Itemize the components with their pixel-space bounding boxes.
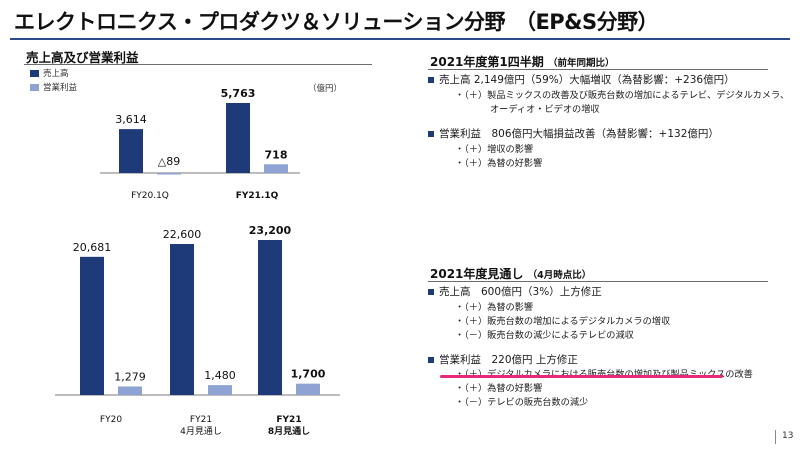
q1-title-note: （前年同期比）	[547, 58, 615, 69]
bar-sales-1	[226, 103, 250, 173]
fy-divider	[428, 281, 768, 282]
q1-title-text: 2021年度第1四半期	[430, 55, 544, 69]
fy-sales-sub-2: ・（＋）販売台数の増加によるデジタルカメラの増収	[455, 316, 671, 327]
fy-op-sub-2: ・（＋）為替の好影響	[455, 383, 543, 394]
category-label-1-line1: 4月見通し	[180, 426, 222, 437]
fy-sales-sub-1: ・（＋）為替の影響	[455, 302, 534, 313]
page-title: エレクトロニクス・プロダクツ＆ソリューション分野 （EP&S分野）	[14, 10, 659, 34]
label-op-1: 1,480	[204, 369, 236, 382]
q1-op-sub-1: ・（＋）増収の影響	[455, 144, 534, 155]
bullet-square	[428, 130, 434, 137]
chart-annual: 20,6811,279FY2022,6001,480FY214月見通し23,20…	[55, 224, 340, 437]
fy-title: 2021年度見通し （4月時点比）	[430, 265, 591, 282]
q1-op-sub-2: ・（＋）為替の好影響	[455, 158, 543, 169]
category-label-1: FY21.1Q	[236, 191, 279, 201]
q1-sales-sub-2: オーディオ・ビデオの増収	[490, 104, 600, 115]
legend-item-op: 営業利益	[30, 81, 77, 93]
title-divider	[10, 38, 790, 40]
fy-op-sub-3: ・（－）テレビの販売台数の減少	[455, 397, 589, 408]
chart-section-title: 売上高及び営業利益	[26, 50, 139, 65]
bar-sales-1	[170, 244, 194, 395]
bar-op-1	[264, 164, 288, 173]
fy-op-bullet: 営業利益 220億円 上方修正	[428, 352, 578, 367]
chart-section-divider	[24, 64, 372, 65]
q1-divider	[428, 69, 768, 70]
label-op-1: 718	[265, 148, 288, 161]
bar-op-0	[157, 173, 181, 175]
bar-op-0	[118, 386, 142, 395]
label-sales-0: 20,681	[73, 241, 112, 254]
bar-sales-2	[258, 240, 282, 395]
legend-swatch-sales	[30, 69, 39, 77]
fy-title-note: （4月時点比）	[527, 270, 592, 281]
bar-op-1	[208, 385, 232, 395]
bar-charts: 3,614 △89 FY20.1Q 5,763 718 FY21.1Q 20,681 1,2…	[55, 87, 340, 437]
bullet-square	[428, 356, 434, 363]
q1-sales-sub-1: ・（＋）製品ミックスの改善及び販売台数の増加によるテレビ、デジタルカメラ、	[455, 90, 790, 101]
label-sales-1: 22,600	[163, 228, 202, 241]
fy-sales-bullet: 売上高 600億円（3%）上方修正	[428, 284, 602, 299]
bar-op-2	[296, 383, 320, 395]
legend-item-sales: 売上高	[30, 67, 77, 79]
bullet-square	[428, 288, 434, 295]
q1-op-bullet: 営業利益 806億円大幅損益改善（為替影響：+132億円）	[428, 126, 719, 141]
legend-label-op: 営業利益	[43, 83, 78, 93]
q1-sales-text: 売上高 2,149億円（59%）大幅増収（為替影響：+236億円）	[439, 74, 735, 86]
label-op-0: 1,279	[114, 370, 146, 383]
legend: 売上高 営業利益	[30, 67, 77, 93]
category-label-0: FY20.1Q	[131, 191, 169, 201]
fy-title-text: 2021年度見通し	[430, 267, 524, 281]
page-number-divider	[775, 430, 776, 444]
q1-sales-bullet: 売上高 2,149億円（59%）大幅増収（為替影響：+236億円）	[428, 72, 735, 87]
category-label-2: FY21	[276, 415, 301, 425]
fy-sales-text: 売上高 600億円（3%）上方修正	[439, 286, 602, 298]
label-sales-0: 3,614	[115, 113, 147, 126]
bar-sales-0	[80, 256, 104, 395]
category-label-1: FY21	[190, 415, 212, 425]
highlight-underline	[440, 375, 723, 378]
category-label-2-line1: 8月見通し	[268, 425, 310, 437]
fy-sales-sub-3: ・（－）販売台数の減少によるテレビの減収	[455, 330, 634, 341]
label-sales-2: 23,200	[249, 224, 292, 237]
fy-op-sub-1: ・（＋）デジタルカメラにおける販売台数の増加及び製品ミックスの改善	[455, 366, 753, 380]
fy-op-text: 営業利益 220億円 上方修正	[439, 354, 578, 366]
q1-title: 2021年度第1四半期 （前年同期比）	[430, 53, 614, 70]
legend-label-sales: 売上高	[43, 69, 69, 79]
label-op-2: 1,700	[291, 368, 326, 381]
bullet-square	[428, 76, 434, 83]
category-label-0: FY20	[100, 415, 122, 425]
label-sales-1: 5,763	[221, 87, 256, 100]
chart-quarter: 3,614 △89 FY20.1Q 5,763 718 FY21.1Q	[100, 87, 300, 201]
legend-swatch-op	[30, 83, 39, 91]
unit-label: （億円）	[308, 84, 343, 94]
label-op-0: △89	[158, 155, 180, 168]
q1-op-text: 営業利益 806億円大幅損益改善（為替影響：+132億円）	[439, 128, 719, 140]
bar-sales-0	[119, 129, 143, 173]
page-number: 13	[782, 431, 794, 441]
